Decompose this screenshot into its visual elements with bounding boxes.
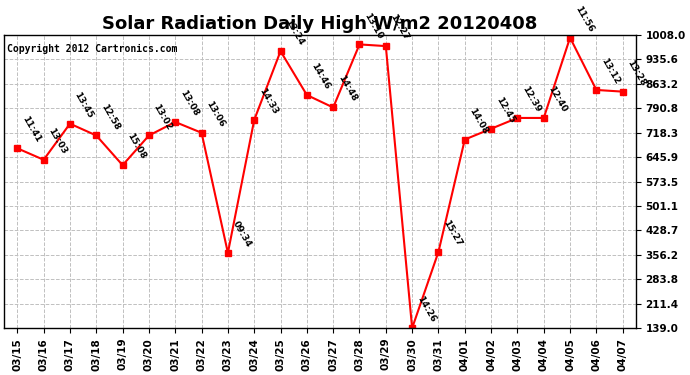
Text: 13:06: 13:06 — [204, 99, 226, 129]
Text: 13:28: 13:28 — [625, 58, 648, 87]
Text: 13:08: 13:08 — [178, 88, 200, 118]
Text: 13:03: 13:03 — [46, 126, 68, 156]
Text: 14:48: 14:48 — [336, 74, 358, 104]
Text: 13:24: 13:24 — [284, 18, 306, 47]
Text: 12:58: 12:58 — [99, 102, 121, 131]
Text: 12:27: 12:27 — [388, 12, 411, 42]
Text: 14:26: 14:26 — [415, 294, 437, 324]
Text: 13:02: 13:02 — [152, 102, 174, 131]
Text: 11:56: 11:56 — [573, 4, 595, 33]
Text: 09:34: 09:34 — [230, 219, 253, 249]
Text: 13:10: 13:10 — [362, 11, 384, 40]
Text: 14:46: 14:46 — [310, 62, 332, 91]
Text: Copyright 2012 Cartronics.com: Copyright 2012 Cartronics.com — [8, 44, 178, 54]
Text: 13:12: 13:12 — [599, 57, 621, 86]
Text: 14:08: 14:08 — [468, 106, 490, 135]
Text: 15:27: 15:27 — [441, 218, 464, 248]
Text: 14:33: 14:33 — [257, 86, 279, 116]
Text: 15:08: 15:08 — [126, 132, 148, 161]
Text: 12:39: 12:39 — [520, 84, 542, 114]
Text: 13:45: 13:45 — [72, 90, 95, 120]
Title: Solar Radiation Daily High W/m2 20120408: Solar Radiation Daily High W/m2 20120408 — [102, 15, 538, 33]
Text: 12:45: 12:45 — [494, 95, 516, 124]
Text: 11:41: 11:41 — [20, 115, 42, 144]
Text: 12:40: 12:40 — [546, 84, 569, 114]
